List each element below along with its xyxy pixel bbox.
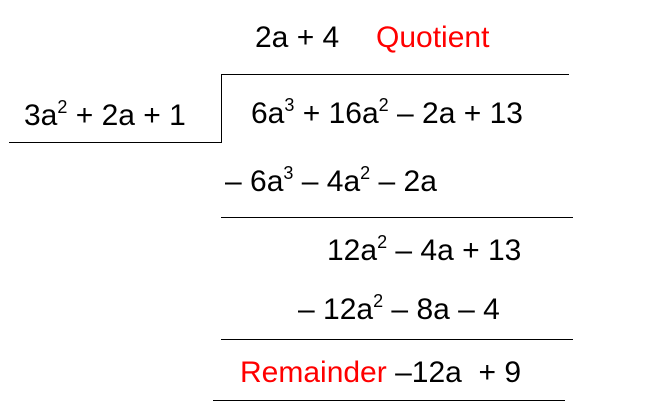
step2-subtraction: – 12a2 – 8a – 4 [298, 291, 500, 326]
step1-subtraction: – 6a3 – 4a2 – 2a [225, 163, 437, 198]
remainder-row: Remainder –12a + 9 [240, 355, 521, 391]
remainder-label: Remainder [240, 356, 387, 389]
dividend: 6a3 + 16a2 – 2a + 13 [251, 95, 523, 130]
division-bracket-top [221, 74, 569, 75]
divisor: 3a2 + 2a + 1 [24, 97, 186, 132]
divisor-underline [9, 142, 222, 143]
quotient-label: Quotient [376, 21, 490, 54]
step1-result: 12a2 – 4a + 13 [327, 232, 522, 267]
remainder-rule [213, 400, 565, 401]
step2-rule [221, 339, 573, 340]
step1-rule [221, 217, 573, 218]
remainder-value: –12a + 9 [386, 356, 522, 389]
quotient-value: 2a + 4 [255, 21, 340, 54]
division-bracket-vertical [221, 74, 222, 143]
quotient-expression: 2a + 4 [255, 20, 339, 56]
